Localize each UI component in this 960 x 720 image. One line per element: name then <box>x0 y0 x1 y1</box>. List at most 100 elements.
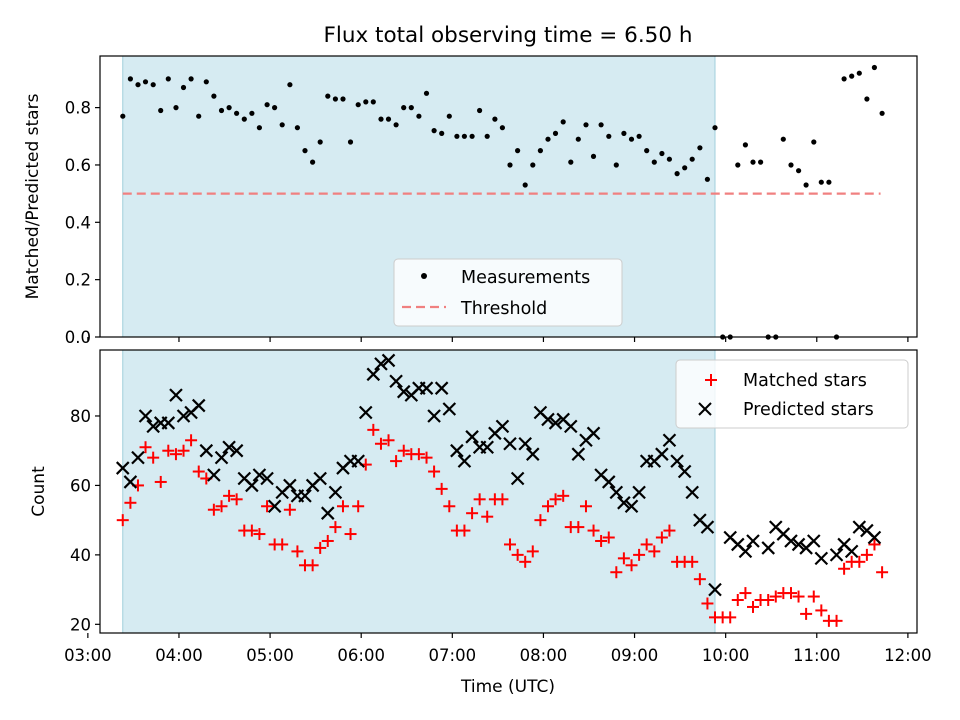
bottom-panel: 20 40 60 80 03:00 04:00 05:00 06:00 07:00 08:00 09… <box>29 349 932 697</box>
predicted-star-marker <box>548 416 563 430</box>
measurement-point <box>461 133 467 139</box>
measurement-point <box>780 136 786 142</box>
measurement-point <box>408 105 414 111</box>
matched-star-marker <box>693 573 706 586</box>
matched-star-marker <box>526 545 539 558</box>
matched-star-marker <box>192 465 205 478</box>
matched-star-marker <box>169 448 182 461</box>
measurement-point <box>788 162 794 168</box>
bottom-x-tick-label: 03:00 <box>64 646 112 665</box>
bottom-x-tick-label: 06:00 <box>337 646 385 665</box>
measurement-point <box>203 79 209 85</box>
top-y-axis-label: Matched/Predicted stars <box>23 93 43 299</box>
matched-star-marker <box>807 590 820 603</box>
matched-star-marker <box>860 548 873 561</box>
matched-star-marker <box>390 455 403 468</box>
matched-star-marker <box>321 534 334 547</box>
measurement-point <box>401 105 407 111</box>
predicted-star-marker <box>814 551 829 566</box>
matched-star-marker <box>283 503 296 516</box>
predicted-stars-markers <box>115 353 882 597</box>
bottom-y-tick-label: 80 <box>70 407 91 426</box>
measurement-point <box>423 90 430 96</box>
matched-star-marker <box>853 555 866 568</box>
bottom-y-tick-label: 40 <box>70 546 91 565</box>
measurement-point <box>378 116 384 122</box>
predicted-star-marker <box>738 544 753 559</box>
measurement-point <box>294 125 300 131</box>
predicted-star-marker <box>655 447 669 461</box>
matched-star-marker <box>291 545 304 558</box>
measurement-point <box>583 122 589 128</box>
predicted-star-marker <box>320 506 335 520</box>
measurement-point <box>332 96 338 102</box>
legend-dot-marker <box>421 273 427 279</box>
measurement-point <box>173 105 179 111</box>
measurement-point <box>674 171 680 177</box>
predicted-star-marker <box>434 381 449 395</box>
measurement-point <box>515 148 521 154</box>
predicted-star-marker <box>214 450 229 465</box>
legend-label-threshold: Threshold <box>460 299 547 319</box>
bottom-axes-frame <box>99 349 918 634</box>
measurement-point <box>446 113 452 119</box>
matched-star-marker <box>800 607 813 620</box>
predicted-star-marker <box>351 454 365 468</box>
matched-star-marker <box>336 500 349 513</box>
predicted-star-marker <box>609 485 624 500</box>
measurement-point <box>499 125 505 131</box>
measurement-point <box>871 64 878 71</box>
bottom-x-tick-label: 11:00 <box>793 646 841 665</box>
measurement-point <box>264 102 270 108</box>
predicted-star-marker <box>677 464 692 479</box>
measurement-point <box>864 96 870 102</box>
measurement-point <box>287 82 293 88</box>
matched-star-marker <box>724 611 737 624</box>
measurement-point <box>704 176 711 182</box>
measurement-point <box>310 159 316 165</box>
bottom-x-tick-label: 05:00 <box>246 646 294 665</box>
bottom-y-tick-label: 60 <box>70 476 91 495</box>
predicted-star-marker <box>169 388 183 402</box>
matched-star-marker <box>519 555 532 568</box>
predicted-star-marker <box>495 419 510 434</box>
measurement-point <box>234 110 240 116</box>
measurement-point <box>826 179 832 185</box>
matched-star-marker <box>458 524 471 537</box>
measurement-point <box>811 139 817 145</box>
matched-star-marker <box>154 475 167 488</box>
predicted-star-marker <box>229 443 244 458</box>
top-legend: Measurements Threshold <box>393 258 623 327</box>
predicted-star-marker <box>601 475 616 489</box>
top-axes-frame <box>99 55 918 338</box>
measurement-point <box>651 159 657 165</box>
measurement-point <box>818 179 824 185</box>
measurement-point <box>712 125 718 131</box>
matched-star-marker <box>655 531 668 544</box>
matched-star-marker <box>215 500 228 513</box>
measurement-point <box>849 73 855 79</box>
x-axis-label: Time (UTC) <box>460 677 555 697</box>
predicted-star-marker <box>632 485 646 500</box>
measurement-points <box>120 64 885 340</box>
measurement-point <box>469 133 475 139</box>
matched-star-marker <box>276 538 289 551</box>
matched-star-marker <box>534 514 547 527</box>
measurement-point <box>135 82 141 88</box>
measurement-point <box>750 159 756 165</box>
predicted-star-marker <box>419 381 434 395</box>
measurement-point <box>735 162 741 168</box>
bottom-observing-window <box>122 349 716 634</box>
bottom-x-tick-label: 09:00 <box>611 646 659 665</box>
predicted-star-marker <box>252 468 267 482</box>
measurement-point <box>575 136 581 142</box>
measurement-point <box>552 130 559 136</box>
matched-stars-markers <box>116 423 889 627</box>
measurement-point <box>120 113 126 119</box>
predicted-star-marker <box>844 544 859 559</box>
measurement-point <box>879 110 885 116</box>
predicted-star-marker <box>465 430 479 444</box>
measurement-point <box>241 116 247 122</box>
predicted-star-marker <box>146 419 160 434</box>
